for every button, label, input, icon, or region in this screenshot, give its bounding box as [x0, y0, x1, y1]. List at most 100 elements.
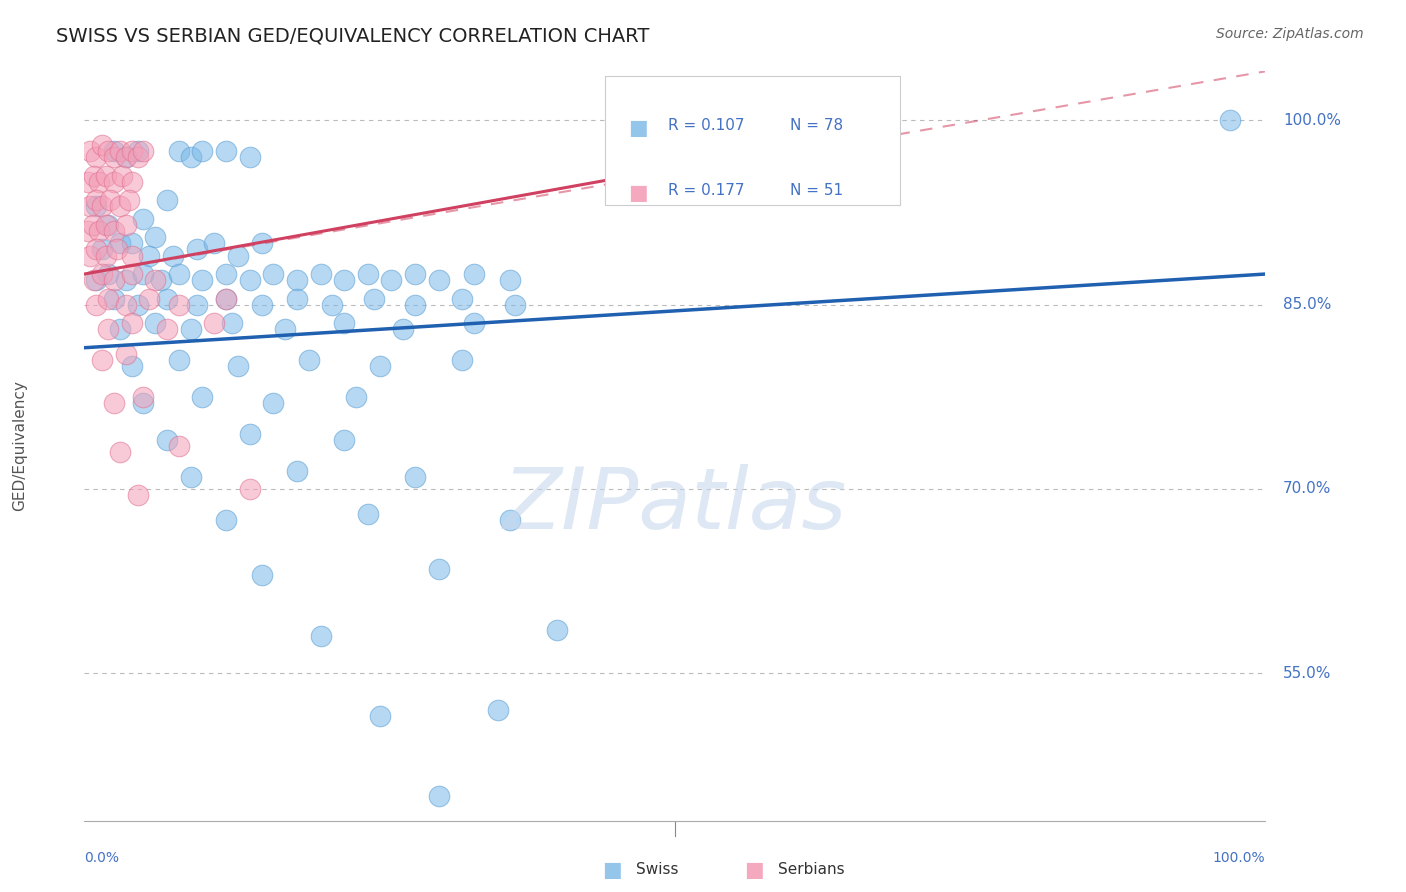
- Point: [127, 488, 149, 502]
- Point: [79, 249, 101, 263]
- Point: [94, 218, 117, 232]
- Point: [392, 322, 415, 336]
- Point: [546, 624, 568, 638]
- Point: [221, 316, 243, 330]
- Point: [180, 150, 202, 164]
- Point: [108, 445, 131, 459]
- Point: [186, 298, 208, 312]
- Point: [107, 243, 129, 257]
- Point: [77, 175, 100, 189]
- Point: [91, 267, 114, 281]
- Point: [156, 322, 179, 336]
- Point: [215, 292, 238, 306]
- Point: [127, 145, 149, 159]
- Point: [215, 145, 238, 159]
- Point: [132, 267, 155, 281]
- Point: [226, 359, 249, 373]
- Point: [274, 322, 297, 336]
- Point: [103, 150, 125, 164]
- Point: [486, 703, 509, 717]
- Point: [98, 194, 121, 208]
- Point: [121, 236, 143, 251]
- Point: [108, 145, 131, 159]
- Point: [156, 433, 179, 447]
- Point: [121, 249, 143, 263]
- Point: [333, 316, 356, 330]
- Point: [357, 507, 380, 521]
- Point: [83, 273, 105, 287]
- Point: [103, 396, 125, 410]
- Point: [111, 169, 134, 183]
- Point: [132, 145, 155, 159]
- Text: N = 51: N = 51: [790, 183, 844, 198]
- Point: [127, 298, 149, 312]
- Point: [79, 199, 101, 213]
- Point: [87, 224, 110, 238]
- Point: [114, 298, 136, 312]
- Text: GED/Equivalency: GED/Equivalency: [11, 381, 27, 511]
- Point: [250, 298, 273, 312]
- Point: [167, 439, 190, 453]
- Text: ■: ■: [628, 118, 648, 137]
- Point: [77, 224, 100, 238]
- Point: [404, 298, 426, 312]
- Point: [156, 292, 179, 306]
- Point: [121, 316, 143, 330]
- Point: [285, 464, 308, 478]
- Point: [114, 150, 136, 164]
- Point: [498, 273, 520, 287]
- Point: [103, 224, 125, 238]
- Point: [368, 359, 391, 373]
- Point: [215, 267, 238, 281]
- Text: R = 0.107: R = 0.107: [668, 118, 744, 133]
- Point: [368, 709, 391, 723]
- Point: [82, 218, 104, 232]
- Point: [97, 218, 120, 232]
- Point: [505, 298, 527, 312]
- Point: [463, 316, 485, 330]
- Point: [121, 145, 143, 159]
- Point: [84, 150, 107, 164]
- Point: [180, 322, 202, 336]
- Point: [97, 322, 120, 336]
- Point: [121, 267, 143, 281]
- Text: ■: ■: [602, 860, 621, 880]
- Point: [239, 426, 262, 441]
- Point: [309, 629, 332, 643]
- Point: [91, 353, 114, 368]
- Point: [84, 199, 107, 213]
- Point: [262, 267, 284, 281]
- Point: [333, 433, 356, 447]
- Point: [239, 273, 262, 287]
- Text: Serbians: Serbians: [778, 863, 844, 877]
- Text: ■: ■: [628, 183, 648, 202]
- Point: [226, 249, 249, 263]
- Text: N = 78: N = 78: [790, 118, 844, 133]
- Point: [162, 249, 184, 263]
- Point: [404, 469, 426, 483]
- Point: [91, 243, 114, 257]
- Point: [357, 267, 380, 281]
- Point: [132, 390, 155, 404]
- Text: 100.0%: 100.0%: [1213, 851, 1265, 865]
- Point: [138, 249, 160, 263]
- Point: [114, 218, 136, 232]
- Point: [262, 396, 284, 410]
- Point: [1219, 113, 1241, 128]
- Point: [498, 513, 520, 527]
- Point: [191, 390, 214, 404]
- Point: [167, 353, 190, 368]
- Point: [451, 353, 474, 368]
- Point: [118, 194, 141, 208]
- Point: [239, 150, 262, 164]
- Point: [94, 169, 117, 183]
- Point: [91, 199, 114, 213]
- Point: [427, 789, 450, 803]
- Point: [114, 347, 136, 361]
- Point: [143, 316, 166, 330]
- Point: [404, 267, 426, 281]
- Point: [363, 292, 385, 306]
- Text: Source: ZipAtlas.com: Source: ZipAtlas.com: [1216, 27, 1364, 41]
- Point: [114, 273, 136, 287]
- Point: [84, 243, 107, 257]
